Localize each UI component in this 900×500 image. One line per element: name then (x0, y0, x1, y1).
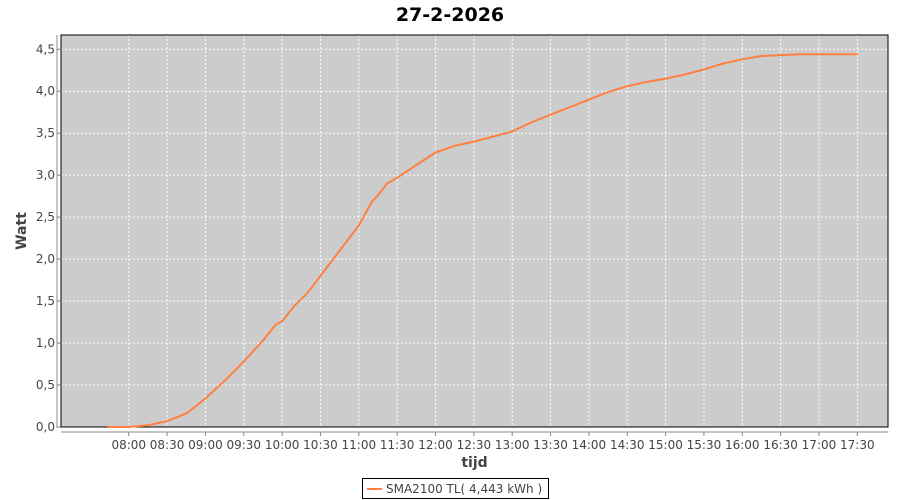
y-tick-label: 0,5 (36, 378, 55, 392)
legend-swatch (367, 487, 382, 490)
data-point (166, 420, 168, 422)
x-tick-label: 16:00 (725, 438, 760, 452)
data-point (549, 113, 552, 116)
data-point (415, 164, 418, 166)
x-tick-label: 14:30 (610, 438, 645, 452)
x-tick-label: 08:00 (111, 438, 146, 452)
data-point (281, 320, 283, 323)
x-tick-label: 10:00 (265, 438, 300, 452)
data-point (377, 194, 379, 197)
data-point (386, 182, 388, 185)
data-point (107, 426, 110, 428)
data-point (856, 53, 859, 56)
data-point (396, 176, 398, 179)
x-tick-label: 17:30 (840, 438, 875, 452)
data-point (274, 323, 277, 326)
y-tick-label: 3,0 (36, 168, 55, 182)
y-tick-label: 3,5 (36, 126, 55, 140)
legend: SMA2100 TL( 4,443 kWh ) (362, 478, 550, 499)
data-point (306, 291, 309, 294)
data-point (358, 224, 360, 227)
y-axis-label: Watt (14, 212, 30, 250)
plot-area (61, 35, 888, 427)
x-tick-label: 17:00 (802, 438, 837, 452)
y-tick-label: 1,5 (36, 294, 55, 308)
data-point (664, 77, 667, 80)
data-point (683, 73, 686, 76)
x-tick-label: 15:30 (687, 438, 722, 452)
data-point (760, 55, 763, 57)
data-point (204, 397, 207, 400)
data-point (799, 53, 801, 56)
x-tick-label: 13:00 (495, 438, 530, 452)
y-tick-label: 2,0 (36, 252, 55, 266)
data-point (223, 380, 226, 382)
x-tick-label: 13:30 (533, 438, 568, 452)
data-point (645, 81, 648, 83)
y-tick-label: 0,0 (36, 420, 55, 434)
data-point (722, 62, 724, 65)
x-tick-label: 11:00 (342, 438, 377, 452)
data-point (127, 426, 130, 428)
chart-title: 27-2-2026 (395, 4, 505, 26)
y-tick-label: 2,5 (36, 210, 55, 224)
data-point (453, 145, 456, 147)
data-point (568, 106, 571, 108)
x-tick-label: 14:00 (572, 438, 607, 452)
x-tick-label: 09:00 (188, 438, 223, 452)
x-axis-label: tijd (461, 455, 487, 471)
data-point (530, 121, 533, 124)
data-point (818, 53, 820, 56)
x-tick-label: 11:30 (380, 438, 415, 452)
data-point (607, 91, 609, 93)
x-tick-label: 10:30 (303, 438, 338, 452)
data-point (588, 98, 590, 101)
legend-label: SMA2100 TL( 4,443 kWh ) (386, 481, 543, 496)
x-tick-label: 08:30 (150, 438, 185, 452)
data-point (473, 140, 475, 143)
data-point (626, 85, 629, 88)
data-point (741, 58, 744, 61)
y-tick-label: 4,5 (36, 42, 55, 56)
x-tick-label: 12:30 (457, 438, 492, 452)
y-tick-label: 1,0 (36, 336, 55, 350)
y-tick-label: 4,0 (36, 84, 55, 98)
data-point (511, 130, 514, 133)
data-point (338, 249, 341, 252)
x-tick-label: 16:30 (763, 438, 798, 452)
data-point (703, 68, 705, 71)
plot-border (60, 34, 889, 428)
x-tick-label: 15:00 (648, 438, 683, 452)
data-point (370, 201, 373, 203)
data-point (185, 412, 188, 415)
data-point (147, 424, 149, 427)
data-point (242, 360, 245, 363)
x-tick-label: 09:30 (226, 438, 261, 452)
data-point (492, 135, 494, 138)
x-tick-label: 12:00 (418, 438, 453, 452)
data-point (262, 339, 264, 342)
data-point (294, 304, 296, 307)
data-point (434, 151, 437, 154)
data-point (779, 54, 782, 56)
data-point (319, 275, 322, 277)
